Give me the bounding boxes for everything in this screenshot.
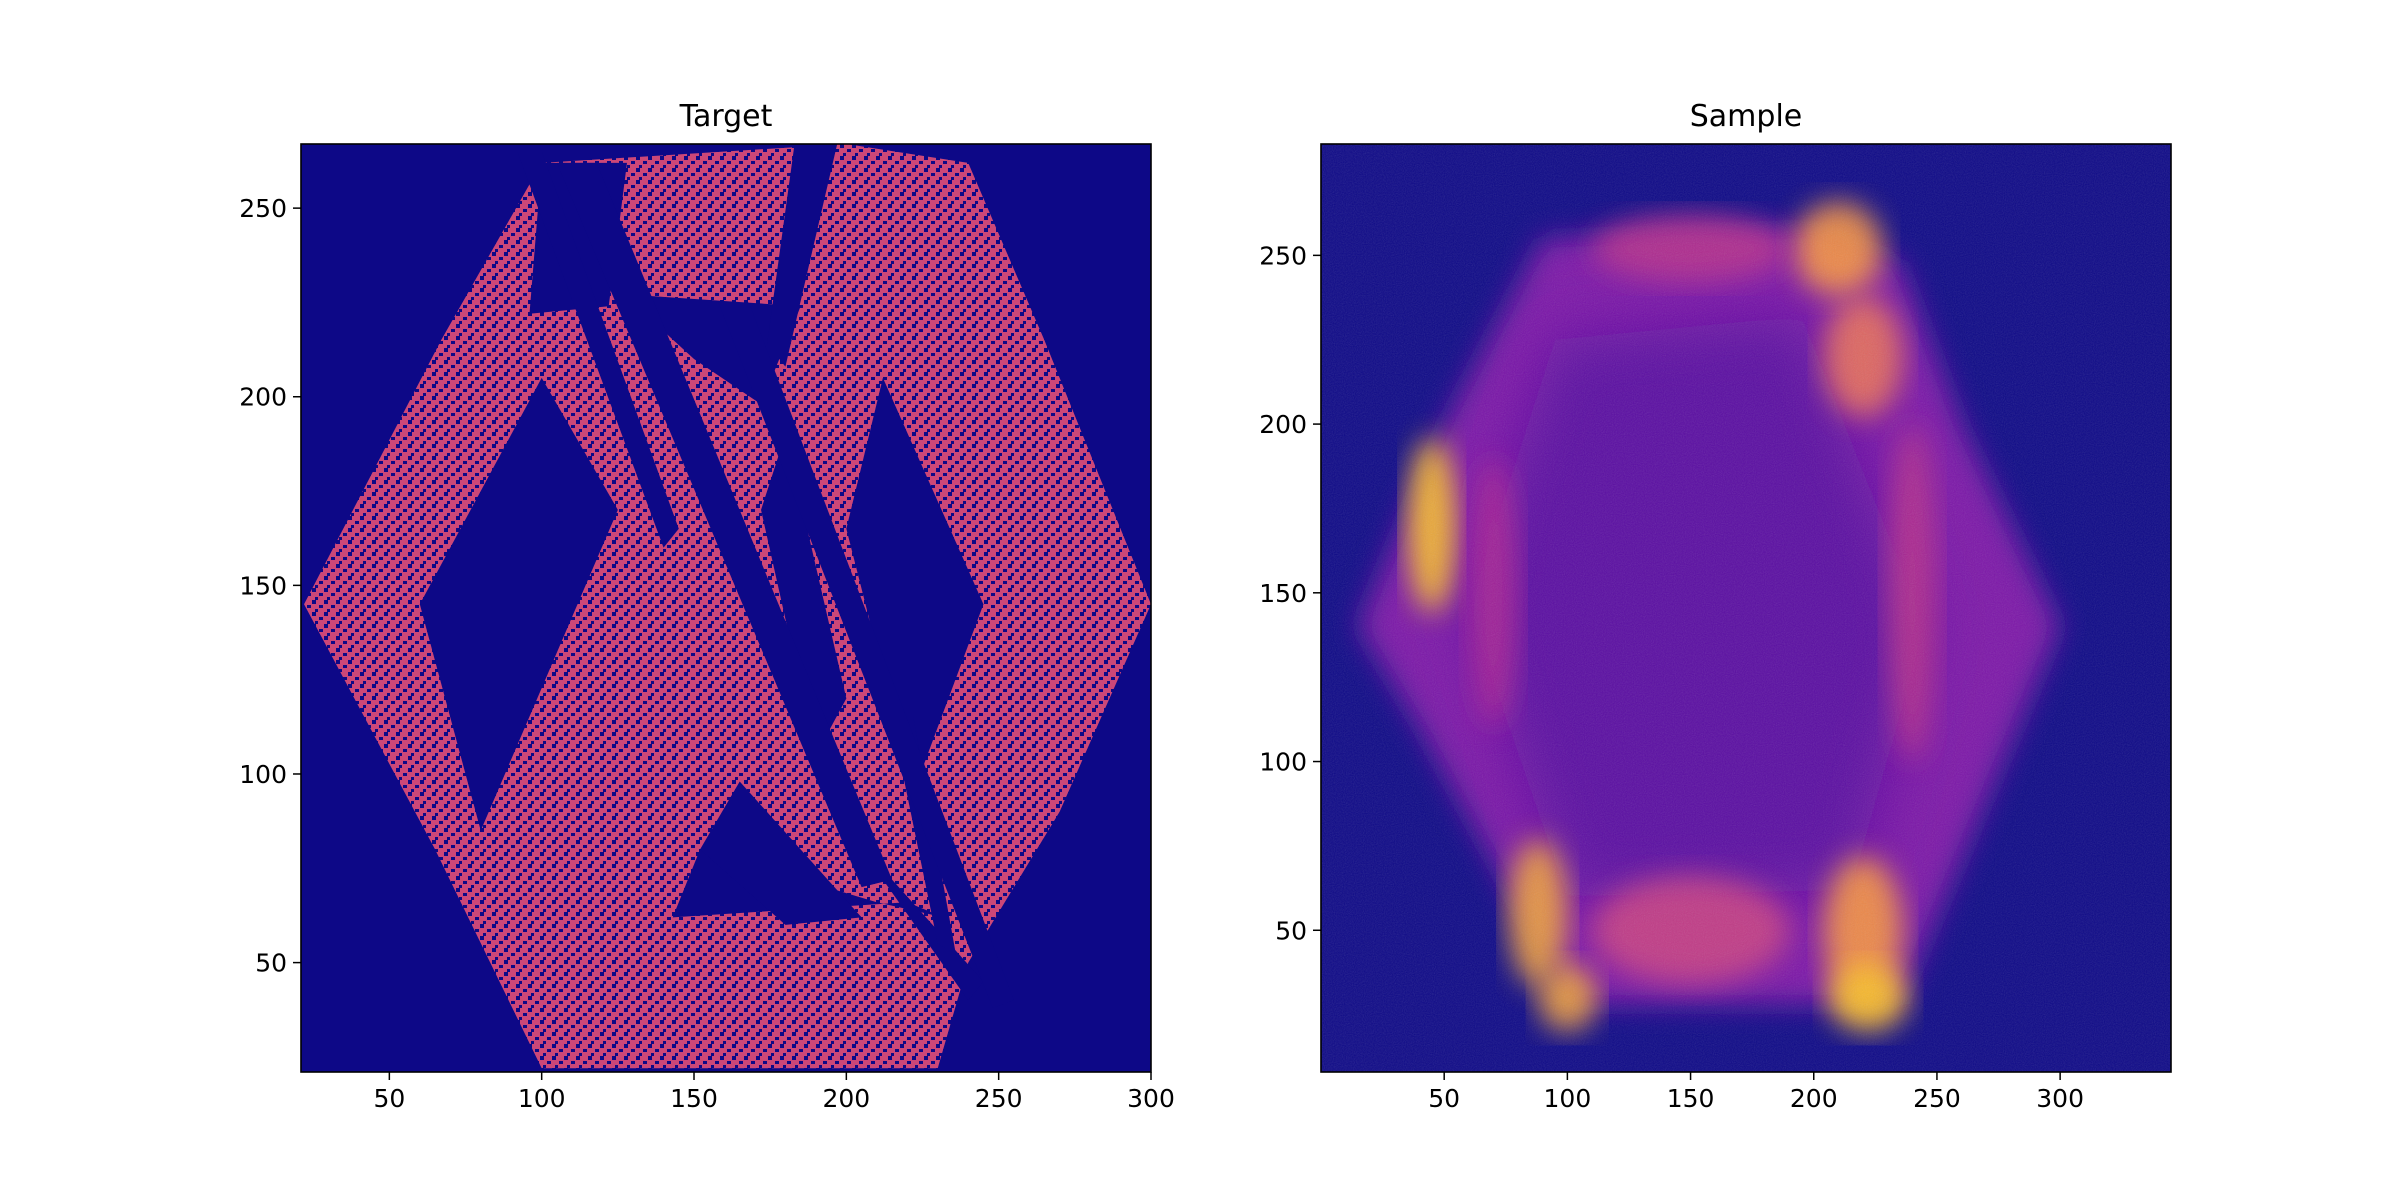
target-frame <box>300 143 1152 1073</box>
sample-grain <box>1321 144 2171 1072</box>
target-xtick-label: 300 <box>1127 1084 1175 1113</box>
target-ytick-label: 50 <box>255 949 287 978</box>
target-ytick-label: 250 <box>239 194 287 223</box>
sample-xtick-label: 200 <box>1790 1084 1838 1113</box>
target-ytick-label: 200 <box>239 383 287 412</box>
sample-xtick-label: 150 <box>1667 1084 1715 1113</box>
sample-title: Sample <box>1690 99 1803 134</box>
target-diagonal-stripe <box>556 162 893 888</box>
target-cutout <box>419 377 618 831</box>
sample-axes: 50 100 150 200 250 300 50 100 150 200 250 <box>1259 241 2084 1113</box>
target-cutout <box>861 849 984 1001</box>
sample-ytick-label: 100 <box>1259 748 1307 777</box>
sample-frame <box>1320 143 2172 1073</box>
sample-xtick-label: 100 <box>1544 1084 1592 1113</box>
target-xtick-label: 100 <box>518 1084 566 1113</box>
sample-xtick-label: 50 <box>1428 1084 1460 1113</box>
sample-ytick-label: 150 <box>1259 579 1307 608</box>
target-cutout <box>846 377 984 793</box>
sample-panel: Sample 50 100 150 200 250 300 50 100 150 200 250 <box>1259 99 2172 1113</box>
target-title: Target <box>679 99 773 134</box>
target-xtick-label: 50 <box>373 1084 405 1113</box>
target-axes: 50 100 150 200 250 300 50 100 150 200 250 <box>239 194 1175 1113</box>
target-xtick-label: 200 <box>822 1084 870 1113</box>
target-cutout <box>767 144 838 367</box>
target-xtick-label: 150 <box>670 1084 718 1113</box>
target-shape <box>304 144 1151 1069</box>
target-cutout <box>700 781 862 925</box>
sample-ytick-label: 250 <box>1259 241 1307 270</box>
sample-xtick-label: 300 <box>2036 1084 2084 1113</box>
target-cutout <box>517 151 679 548</box>
target-panel: Target 50 100 150 200 250 300 50 100 150 200 250 <box>239 99 1175 1113</box>
target-ytick-label: 100 <box>239 760 287 789</box>
sample-ytick-label: 200 <box>1259 410 1307 439</box>
target-cutout <box>761 434 847 756</box>
target-ytick-label: 150 <box>239 571 287 600</box>
sample-ytick-label: 50 <box>1275 916 1307 945</box>
target-xtick-label: 250 <box>975 1084 1023 1113</box>
target-diagonal-stripe <box>718 302 1014 1008</box>
sample-xtick-label: 250 <box>1913 1084 1961 1113</box>
